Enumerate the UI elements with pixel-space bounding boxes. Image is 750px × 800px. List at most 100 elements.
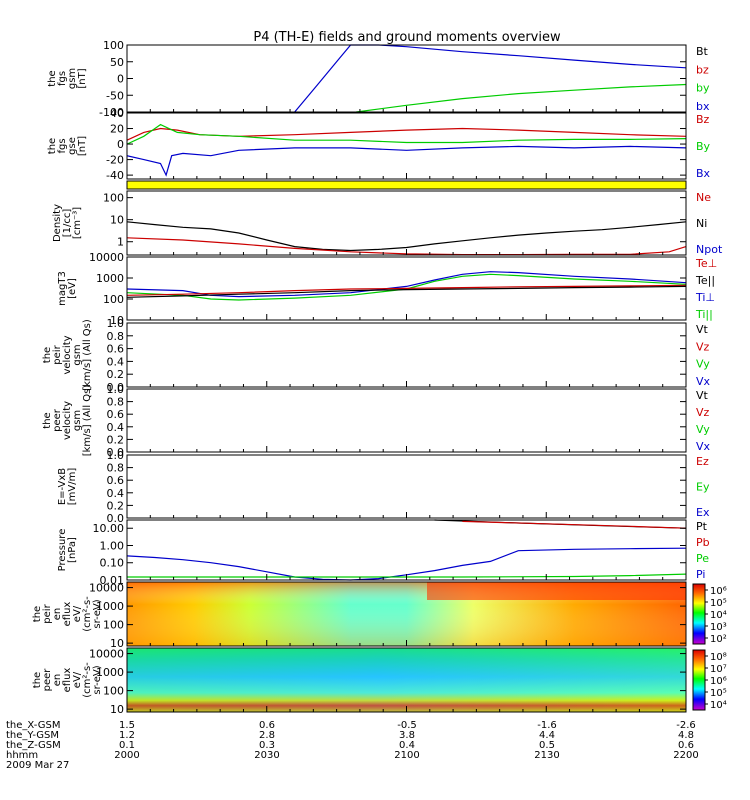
y-axis-label: gse [67,137,78,155]
yellow-status-strip [126,180,687,190]
x-row-label-hhmm: hhmm [6,750,38,761]
y-tick-label: 0 [117,73,124,86]
legend-pt: Pt [696,520,708,533]
figure-title: P4 (TH-E) fields and ground moments over… [253,30,561,45]
y-axis-label: magT3 [57,271,68,306]
y-tick-label: 0.4 [107,355,125,368]
y-tick-label: 1000 [96,272,124,285]
y-tick-label: 100 [103,293,124,306]
y-axis-label: gsm [67,68,78,89]
x-tick-hhmm-0: 2000 [114,750,139,761]
panel-density: 100 10 1 Density [1/cc] [cm⁻³] Ne Ni Npot [52,190,723,256]
legend-pb: Pb [696,536,710,549]
y-axis-label: gsm [72,410,83,431]
y-tick-label: 100 [103,39,124,52]
colorbar-label: 10⁶ [710,676,727,687]
x-axis-annotation: the_X-GSM the_Y-GSM the_Z-GSM hhmm 2009 … [6,720,699,771]
panel-frame [126,519,687,581]
y-axis-label: Density [52,204,63,242]
series-Bz [126,127,687,141]
legend-vy: Vy [696,423,710,436]
colorbar-gradient [692,583,706,645]
y-tick-label: 0.0 [107,512,125,525]
heatmap-overlay [127,648,686,712]
panel-frame [126,112,687,180]
legend-bz: Bz [696,113,710,126]
colorbar-label: 10³ [710,622,727,633]
y-tick-label: 1000 [96,600,124,613]
y-axis-label: (cm²-s- [82,596,93,632]
x-tick-zgsm-1: 0.3 [259,740,275,751]
legend-by: By [696,140,711,153]
series-Ti⊥ [126,271,687,298]
legend-te: Te|| [695,274,715,287]
y-tick-label: 1.0 [107,383,125,396]
x-tick-xgsm-2: -0.5 [397,720,417,731]
y-tick-label: 10.00 [93,522,125,535]
colorbar-label: 10² [710,634,727,645]
panel-temperature: 10000 1000 100 10 magT3 [eV] Te⊥ Te|| Ti⊥ Ti|| [57,251,717,327]
legend-vt: Vt [696,389,709,402]
y-axis-label: Pressure [57,529,68,572]
panel-frame [126,190,687,256]
y-tick-label: -40 [106,169,124,182]
legend-vz: Vz [696,406,710,419]
x-row-label-zgsm: the_Z-GSM [6,740,61,751]
y-axis-label: [km/s] (All Qs) [82,385,93,457]
y-tick-label: 0.4 [107,421,125,434]
legend-bz: bz [696,63,709,76]
legend-npot: Npot [696,243,723,256]
legend-by: by [696,82,710,95]
y-axis-label: the [42,347,53,363]
y-axis-label: the [47,138,58,154]
series-Pi [126,547,687,581]
panel-pressure: 10.00 1.00 0.10 0.01 Pressure [nPa] Pt Pb Pe Pi [57,519,710,587]
y-tick-label: 1000 [96,666,124,679]
y-axis-label: peir [42,603,53,623]
y-axis-label: (cm²-s- [82,662,93,698]
x-date-label: 2009 Mar 27 [6,760,69,771]
y-tick-label: 0.6 [107,408,125,421]
x-tick-zgsm-2: 0.4 [399,740,415,751]
y-axis-label: [nT] [77,68,88,88]
x-tick-zgsm-4: 0.6 [678,740,694,751]
x-tick-hhmm-1: 2030 [254,750,279,761]
y-tick-label: -20 [106,154,124,167]
y-tick-label: 40 [110,107,124,120]
y-axis-label: gsm [72,344,83,365]
y-tick-label: 10 [110,214,124,227]
x-tick-xgsm-4: -2.6 [676,720,696,731]
legend-ti: Ti|| [695,308,713,321]
x-tick-xgsm-0: 1.5 [119,720,135,731]
colorbar-label: 10⁸ [710,652,727,663]
series-bt [294,44,687,113]
series-Te|| [126,285,687,298]
y-tick-label: 0.2 [107,368,125,381]
y-axis-label: the [42,412,53,428]
panel-frame [126,454,687,519]
y-axis-label: [nPa] [67,537,78,563]
y-axis-label: peir [52,344,63,364]
y-tick-label: 10 [110,703,124,716]
y-axis-label: the [32,606,43,622]
colorbar-label: 10⁵ [710,598,727,609]
panel-frame [126,388,687,453]
y-tick-label: -100 [99,106,124,119]
legend-bt: Bt [696,45,709,58]
y-tick-label: 10 [110,314,124,327]
y-tick-label: 10 [110,637,124,650]
y-tick-label: 0.4 [107,487,125,500]
x-tick-ygsm-4: 4.8 [678,730,694,741]
x-tick-hhmm-4: 2200 [673,750,698,761]
y-axis-label: [eV] [67,278,78,299]
y-tick-label: 0.0 [107,381,125,394]
panel-frame [126,44,687,113]
legend-ex: Ex [696,506,710,519]
legend-vt: Vt [696,323,709,336]
y-tick-label: 1.0 [107,317,125,330]
x-row-label-ygsm: the_Y-GSM [6,730,59,741]
